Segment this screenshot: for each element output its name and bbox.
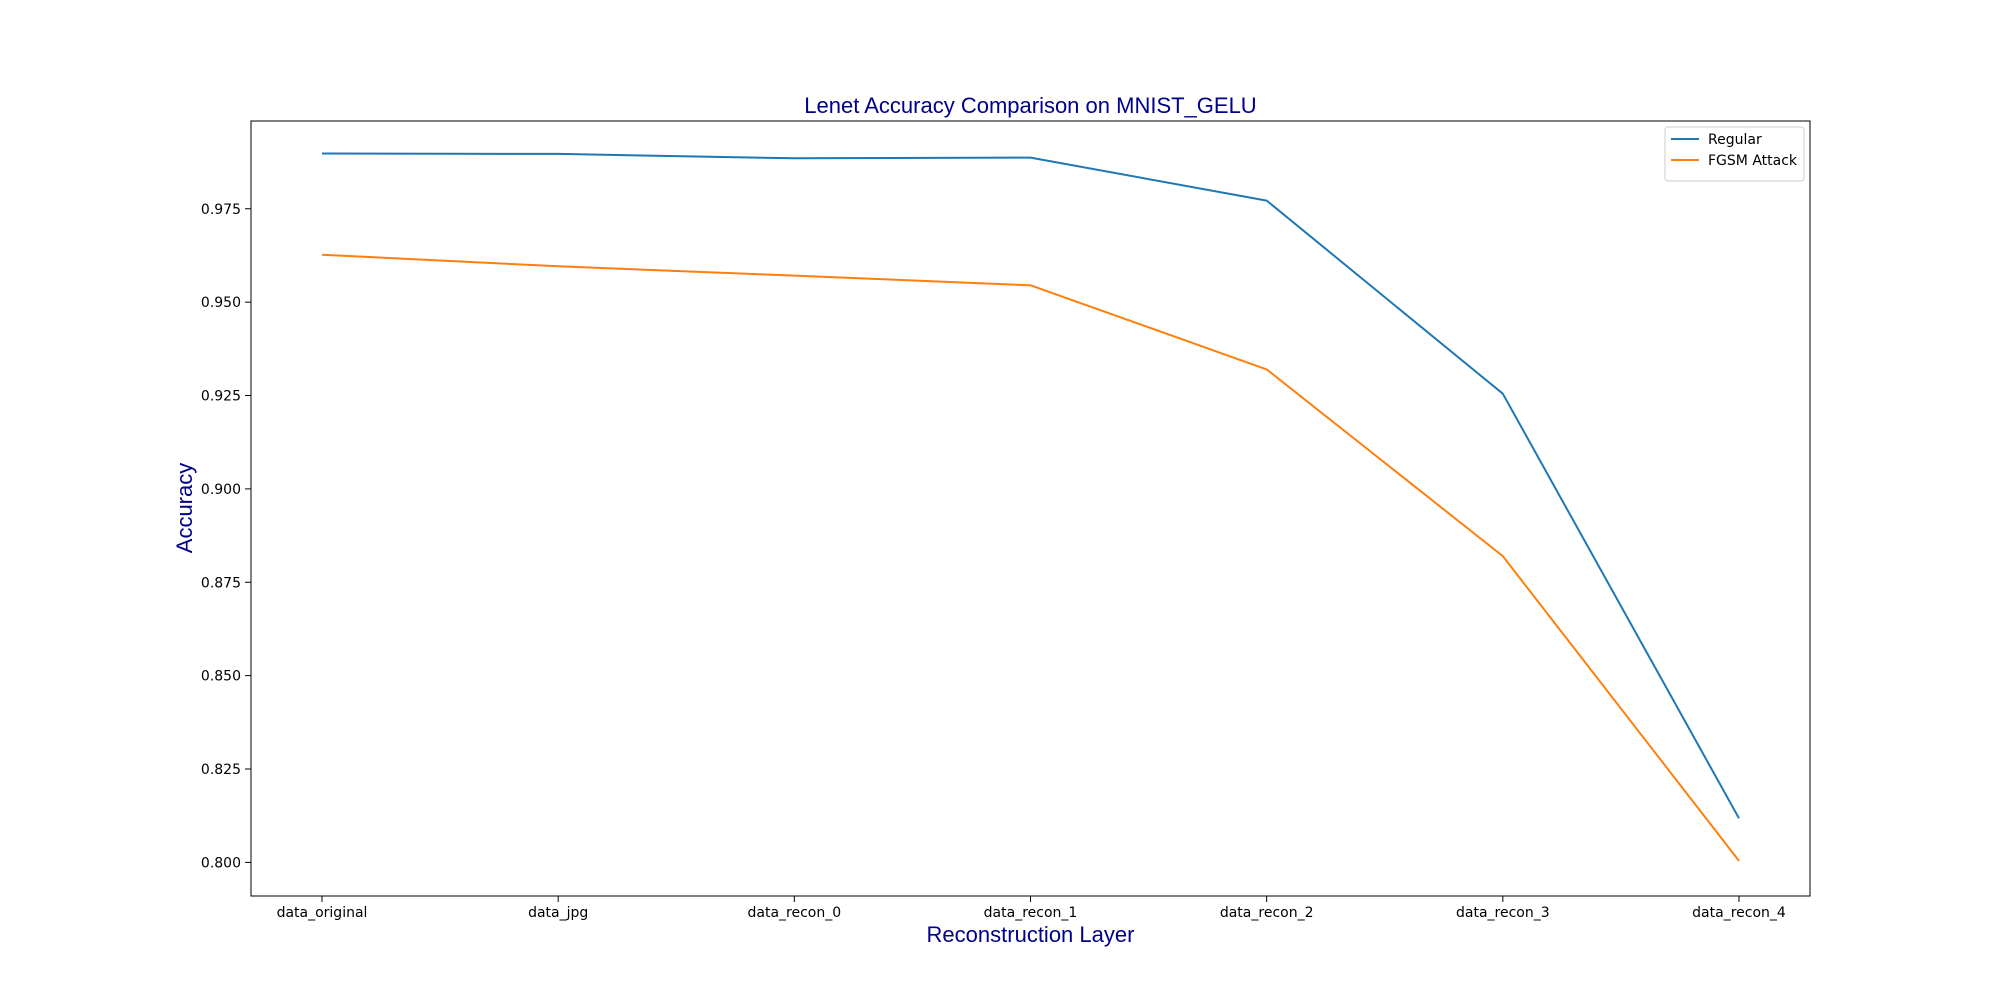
legend-label: Regular (1708, 132, 1762, 148)
x-tick-label: data_recon_3 (1456, 905, 1550, 921)
y-tick-label: 0.950 (201, 295, 241, 311)
y-axis-ticks: 0.800 0.825 0.850 0.875 0.900 0.925 0.950 0.975 (201, 202, 251, 871)
y-tick-label: 0.975 (201, 202, 241, 218)
plot-background (251, 121, 1810, 896)
series-lines (321, 152, 1740, 862)
y-tick-label: 0.850 (201, 669, 241, 685)
y-tick-label: 0.800 (201, 855, 241, 871)
y-axis-label: Accuracy (172, 463, 197, 553)
chart-title: Lenet Accuracy Comparison on MNIST_GELU (804, 93, 1256, 118)
y-tick-label: 0.925 (201, 389, 241, 405)
x-tick-label: data_recon_4 (1692, 905, 1786, 921)
y-tick-label: 0.875 (201, 575, 241, 591)
x-axis-label: Reconstruction Layer (927, 922, 1135, 947)
legend-label: FGSM Attack (1708, 153, 1798, 169)
x-tick-label: data_recon_0 (748, 905, 842, 921)
series-line-regular (321, 152, 1740, 819)
x-tick-label: data_jpg (528, 905, 588, 921)
series-line-fgsm-attack (321, 253, 1740, 862)
plot-frame (250, 120, 1811, 897)
legend-box (1664, 126, 1805, 182)
y-tick-label: 0.825 (201, 762, 241, 778)
y-tick-label: 0.900 (201, 482, 241, 498)
x-tick-label: data_recon_1 (984, 905, 1078, 921)
x-tick-label: data_recon_2 (1220, 905, 1314, 921)
x-axis-ticks: data_original data_jpg data_recon_0 data_re… (277, 896, 1786, 921)
legend: Regular FGSM Attack (1664, 126, 1805, 182)
x-tick-label: data_original (277, 905, 368, 921)
